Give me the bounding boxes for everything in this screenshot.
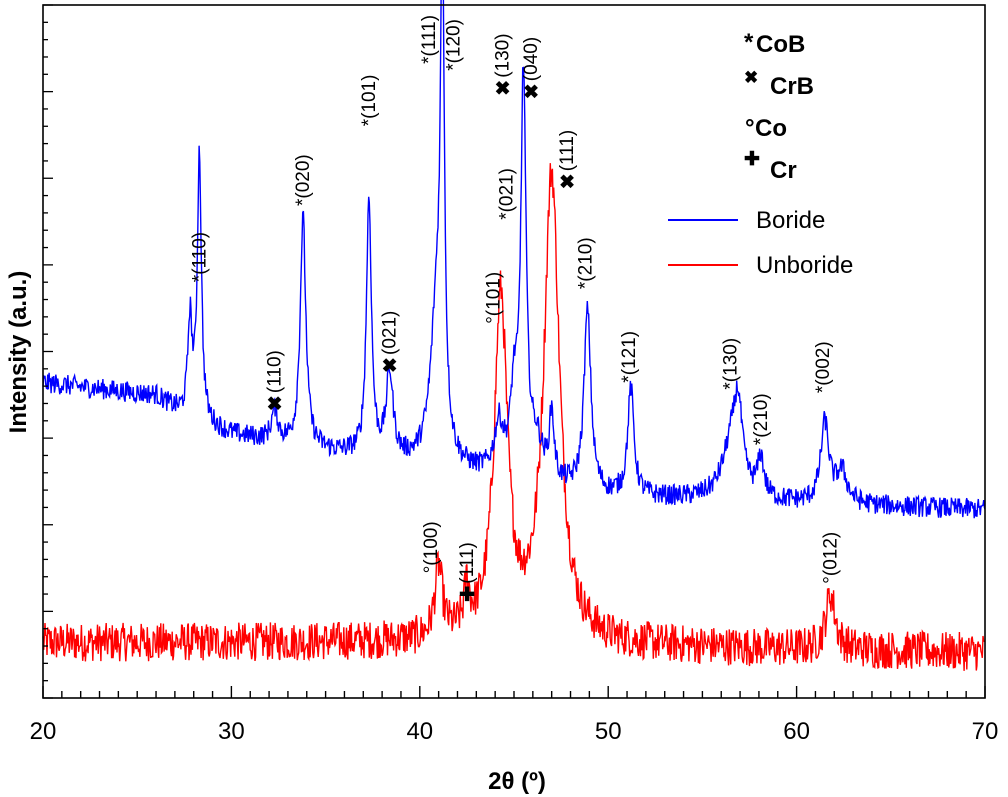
- cross-icon: ✖: [381, 357, 402, 373]
- phase-key-cob: * CoB: [744, 29, 805, 58]
- peak-label-text: *(210): [751, 393, 772, 445]
- x-tick-label: 40: [406, 718, 433, 745]
- peak-label: *(020): [293, 154, 314, 206]
- peak-label-text: (040): [521, 37, 542, 81]
- peak-label: *(121): [619, 331, 640, 383]
- cross-icon: ✖: [266, 395, 287, 411]
- series-layer: [42, 0, 986, 671]
- peak-label: *(002): [813, 341, 834, 393]
- series-line-boride: [42, 0, 986, 519]
- peak-label-text: *(101): [359, 75, 380, 127]
- axis-layer: 20 30 40 50 60 70: [30, 4, 999, 745]
- peak-label-text: *(121): [619, 331, 640, 383]
- legend-label-boride: Boride: [756, 207, 825, 234]
- peak-label: *(021): [497, 168, 518, 220]
- peak-label: *(101): [359, 75, 380, 127]
- peak-label-text: *(002): [813, 341, 834, 393]
- peak-label-text: *(120): [444, 19, 465, 71]
- peak-label-text: *(021): [497, 168, 518, 220]
- x-tick-label: 70: [972, 718, 999, 745]
- phase-key-crb: ✖ CrB: [744, 68, 814, 100]
- peak-label-text: °(100): [421, 521, 442, 573]
- cross-icon: ✖: [494, 80, 515, 96]
- cross-icon: ✖: [558, 173, 579, 189]
- peak-label: (111)✖: [557, 130, 579, 190]
- peak-label-text: (111): [557, 130, 578, 172]
- plus-icon: ✚: [458, 586, 479, 602]
- peak-label: °(100): [421, 521, 442, 573]
- peak-label-text: *(111): [419, 15, 440, 64]
- x-tick-label: 60: [783, 718, 810, 745]
- phase-key-cob-label: CoB: [756, 31, 805, 58]
- peak-label-text: *(210): [576, 237, 597, 289]
- peak-label-text: *(130): [721, 338, 742, 390]
- peak-label-text: (110): [265, 350, 286, 393]
- y-axis-title: Intensity (a.u.): [5, 271, 32, 434]
- phase-key-cr-label: Cr: [770, 157, 797, 184]
- x-tick-label: 20: [30, 718, 57, 745]
- cross-icon: ✖: [522, 83, 543, 99]
- x-axis-title: 2θ (º): [488, 768, 546, 795]
- peak-label: *(210): [576, 237, 597, 289]
- phase-key-co-symbol: °: [745, 115, 755, 142]
- phase-key-cr: ✚ Cr: [744, 149, 797, 184]
- phase-key-crb-label: CrB: [770, 73, 814, 100]
- x-tick-label: 30: [218, 718, 245, 745]
- peak-label: (040) ✖: [521, 37, 543, 99]
- phase-key: * CoB ✖ CrB ° Co ✚ Cr: [744, 29, 814, 184]
- peak-label-text: (111): [457, 542, 478, 584]
- series-legend: Boride Unboride: [668, 207, 853, 279]
- cross-icon: ✖: [744, 68, 758, 87]
- peak-label: *(110): [189, 232, 210, 282]
- peak-label: (130) ✖: [493, 33, 515, 95]
- plus-icon: ✚: [744, 149, 760, 170]
- peak-label: (110) ✖: [265, 350, 287, 411]
- annotation-layer: *(110)(110)✖*(020)(021)✖*(101)*(111) *(12…: [189, 15, 841, 602]
- series-line-unboride: [42, 163, 986, 671]
- peak-label-text: °(012): [821, 532, 842, 584]
- phase-key-co-label: Co: [755, 115, 787, 142]
- phase-key-cob-symbol: *: [744, 29, 754, 56]
- peak-label: °(012): [821, 532, 842, 584]
- peak-label: *(210): [751, 393, 772, 445]
- x-tick-label: 50: [595, 718, 622, 745]
- peak-label-text: *(020): [293, 154, 314, 206]
- peak-label: *(120): [444, 19, 465, 71]
- peak-label: (111) ✚: [457, 542, 479, 602]
- phase-key-co: ° Co: [745, 115, 787, 142]
- peak-label-text: *(110): [189, 232, 210, 282]
- peak-label: °(101): [483, 272, 504, 324]
- peak-label-text: (021): [380, 311, 401, 355]
- peak-label: (021) ✖: [380, 311, 402, 373]
- peak-label-text: °(101): [483, 272, 504, 324]
- peak-label: *(111): [419, 15, 440, 64]
- peak-label: *(130): [721, 338, 742, 390]
- peak-label-text: (130): [493, 33, 514, 77]
- legend-label-unboride: Unboride: [756, 252, 853, 279]
